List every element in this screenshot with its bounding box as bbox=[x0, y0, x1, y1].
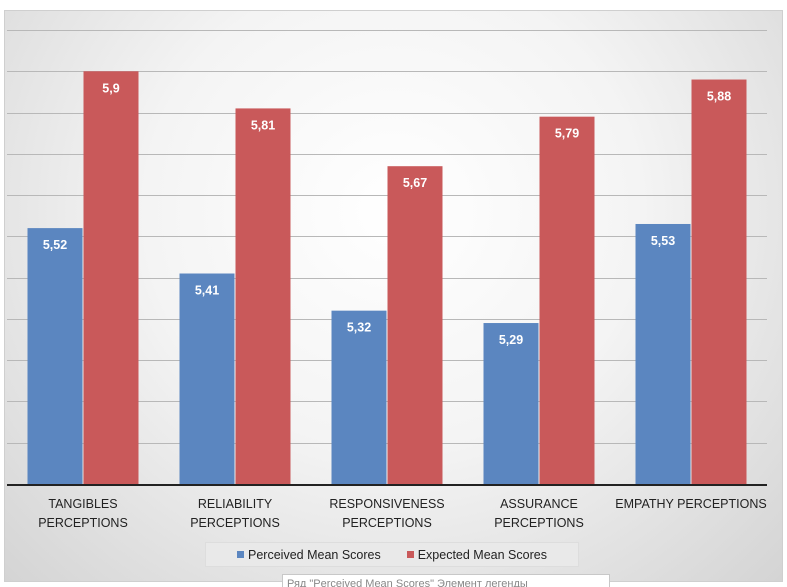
bar-perceived-2 bbox=[331, 310, 387, 484]
bar-expected-1 bbox=[235, 108, 291, 484]
data-label-perceived-2: 5,32 bbox=[347, 321, 371, 335]
bar-expected-2 bbox=[387, 166, 443, 484]
data-label-perceived-1: 5,41 bbox=[195, 284, 219, 298]
bar-chart: 5,52 5,9 TANGIBLES PERCEPTIONS 5,41 5,81 RELIA… bbox=[7, 30, 767, 530]
legend-label-expected: Expected Mean Scores bbox=[417, 547, 547, 562]
bar-expected-0 bbox=[83, 71, 139, 484]
bar-perceived-4 bbox=[635, 223, 691, 484]
legend-swatch-perceived bbox=[237, 551, 245, 558]
x-tick-label-1-1: PERCEPTIONS bbox=[190, 516, 280, 530]
legend-item-expected[interactable]: Expected Mean Scores bbox=[406, 547, 547, 562]
chart-area[interactable]: 5,52 5,9 TANGIBLES PERCEPTIONS 5,41 5,81 RELIA… bbox=[4, 10, 783, 582]
legend-swatch-expected bbox=[406, 551, 414, 558]
data-label-perceived-0: 5,52 bbox=[43, 238, 67, 252]
bar-perceived-3 bbox=[483, 323, 539, 484]
data-label-expected-0: 5,9 bbox=[102, 81, 119, 95]
legend-item-perceived[interactable]: Perceived Mean Scores bbox=[237, 548, 381, 562]
x-tick-label-3-0: ASSURANCE bbox=[500, 497, 578, 511]
x-tick-label-4-0: EMPATHY PERCEPTIONS bbox=[615, 497, 766, 511]
legend-tooltip: Ряд "Perceived Mean Scores" Элемент леге… bbox=[282, 574, 610, 587]
x-tick-label-0-1: PERCEPTIONS bbox=[38, 516, 128, 530]
legend[interactable]: Perceived Mean Scores Expected Mean Scor… bbox=[205, 542, 579, 567]
x-tick-label-2-1: PERCEPTIONS bbox=[342, 516, 432, 530]
data-label-expected-2: 5,67 bbox=[403, 176, 427, 190]
legend-label-perceived: Perceived Mean Scores bbox=[248, 547, 381, 562]
data-label-perceived-3: 5,29 bbox=[499, 333, 523, 347]
bar-expected-4 bbox=[691, 79, 747, 484]
x-tick-label-1-0: RELIABILITY bbox=[198, 497, 273, 511]
data-label-perceived-4: 5,53 bbox=[651, 234, 675, 248]
data-label-expected-4: 5,88 bbox=[707, 90, 731, 104]
data-label-expected-1: 5,81 bbox=[251, 118, 275, 132]
x-tick-label-0-0: TANGIBLES bbox=[48, 497, 117, 511]
data-label-expected-3: 5,79 bbox=[555, 127, 579, 141]
x-tick-label-2-0: RESPONSIVENESS bbox=[329, 497, 444, 511]
x-tick-label-3-1: PERCEPTIONS bbox=[494, 516, 584, 530]
bar-expected-3 bbox=[539, 116, 595, 484]
bar-perceived-1 bbox=[179, 273, 235, 484]
bar-perceived-0 bbox=[27, 228, 83, 484]
